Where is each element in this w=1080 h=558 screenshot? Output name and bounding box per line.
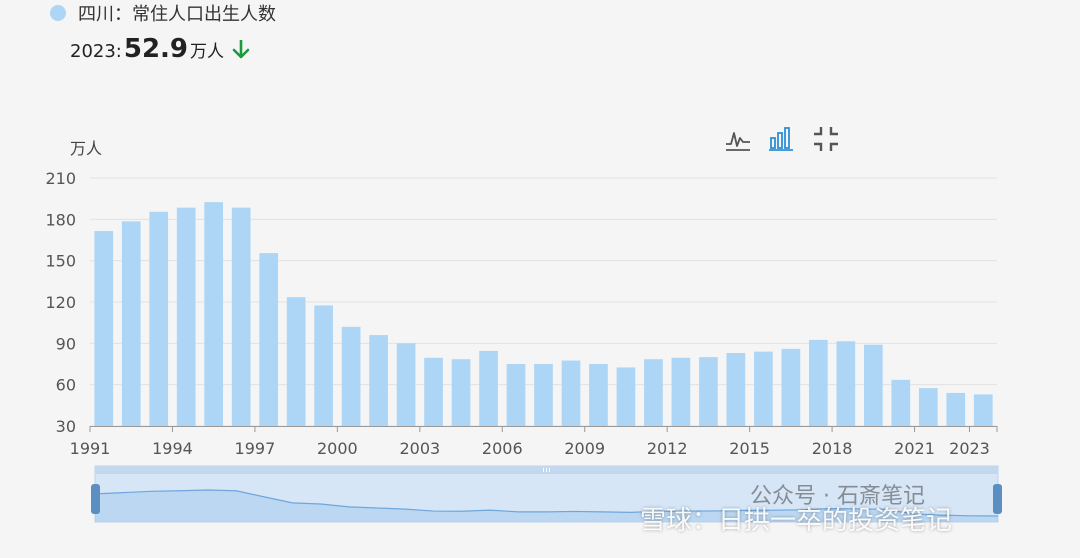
x-tick-label: 2009 xyxy=(564,439,605,458)
bar-2011 xyxy=(644,359,663,426)
arrow-down-icon xyxy=(232,40,250,59)
y-tick-label: 180 xyxy=(45,210,76,229)
bar-1997 xyxy=(259,253,278,426)
x-tick-label: 2015 xyxy=(729,439,770,458)
y-tick-label: 150 xyxy=(45,252,76,271)
bar-1992 xyxy=(121,221,141,426)
watermark-text: 雪球：日拱一卒的投资笔记 xyxy=(640,506,953,536)
latest-unit: 万人 xyxy=(190,42,225,62)
y-tick-label: 30 xyxy=(56,417,76,436)
bar-2003 xyxy=(424,357,443,426)
x-tick-label: 1994 xyxy=(152,439,193,458)
x-tick-label: 2023 xyxy=(949,439,990,458)
bar-2000 xyxy=(341,326,361,426)
bar-2006 xyxy=(506,364,526,426)
bar-2008 xyxy=(561,360,581,426)
data-zoom-slider[interactable] xyxy=(91,465,1002,523)
x-tick-label: 2012 xyxy=(647,439,688,458)
bar-2023 xyxy=(973,394,993,426)
bar-2016 xyxy=(781,348,801,426)
bar-2018 xyxy=(836,341,856,426)
bar-2017 xyxy=(809,339,828,426)
line-chart-icon[interactable] xyxy=(722,124,754,154)
collapse-icon[interactable] xyxy=(810,124,842,154)
latest-value-summary: 2023: 52.9 万人 xyxy=(70,34,250,64)
bar-2002 xyxy=(396,343,416,426)
bar-2001 xyxy=(369,335,388,426)
y-tick-label: 90 xyxy=(56,334,76,353)
bar-2012 xyxy=(671,357,691,426)
bar-1993 xyxy=(149,211,169,426)
bar-2005 xyxy=(479,350,498,426)
bar-1996 xyxy=(231,207,251,426)
x-axis: 1991 1994 1997 2000 2003 2006 2009 2012 2015 2018… xyxy=(70,426,998,458)
bar-1995 xyxy=(204,202,224,426)
x-tick-label: 2003 xyxy=(399,439,440,458)
x-tick-label: 1997 xyxy=(235,439,276,458)
zoom-handle-right xyxy=(993,484,1002,514)
y-tick-label: 210 xyxy=(45,169,76,188)
bar-1998 xyxy=(286,297,306,426)
bar-2014 xyxy=(726,352,746,426)
zoom-handle-left xyxy=(91,484,100,514)
bar-chart-icon[interactable] xyxy=(766,124,798,154)
bar-2022 xyxy=(946,392,966,426)
bar-2007 xyxy=(534,364,553,426)
legend-marker xyxy=(50,5,66,21)
x-tick-label: 2021 xyxy=(894,439,935,458)
bar-1999 xyxy=(314,305,333,426)
y-tick-label: 120 xyxy=(45,293,76,312)
bar-1994 xyxy=(176,207,196,426)
zoom-preview-line xyxy=(94,489,999,517)
x-tick-label: 2000 xyxy=(317,439,358,458)
x-tick-label: 2006 xyxy=(482,439,523,458)
bar-2004 xyxy=(451,359,471,426)
bar-2015 xyxy=(754,351,773,426)
x-tick-label: 2018 xyxy=(812,439,853,458)
y-axis-ticks: 30 60 90 120 150 180 210 xyxy=(45,169,76,436)
legend-label: 四川：常住人口出生人数 xyxy=(78,4,276,25)
bar-2020 xyxy=(891,379,911,426)
chart-toolbar xyxy=(722,124,842,154)
legend[interactable]: 四川：常住人口出生人数 xyxy=(50,0,276,26)
latest-value: 52.9 xyxy=(123,34,189,64)
zoom-preview-area xyxy=(95,490,998,522)
bar-1991 xyxy=(94,231,114,426)
bar-2013 xyxy=(699,357,718,426)
bar-2009 xyxy=(589,364,608,426)
bar-series[interactable] xyxy=(94,202,993,426)
bar-2021 xyxy=(918,388,938,426)
x-tick-label: 1991 xyxy=(70,439,111,458)
y-tick-label: 60 xyxy=(56,376,76,395)
bar-2019 xyxy=(863,344,883,426)
y-axis-unit-label: 万人 xyxy=(70,139,103,158)
bar-2010 xyxy=(616,367,636,426)
latest-year: 2023: xyxy=(70,41,122,62)
wechat-watermark: 公众号 · 石斎笔记 xyxy=(750,484,925,509)
